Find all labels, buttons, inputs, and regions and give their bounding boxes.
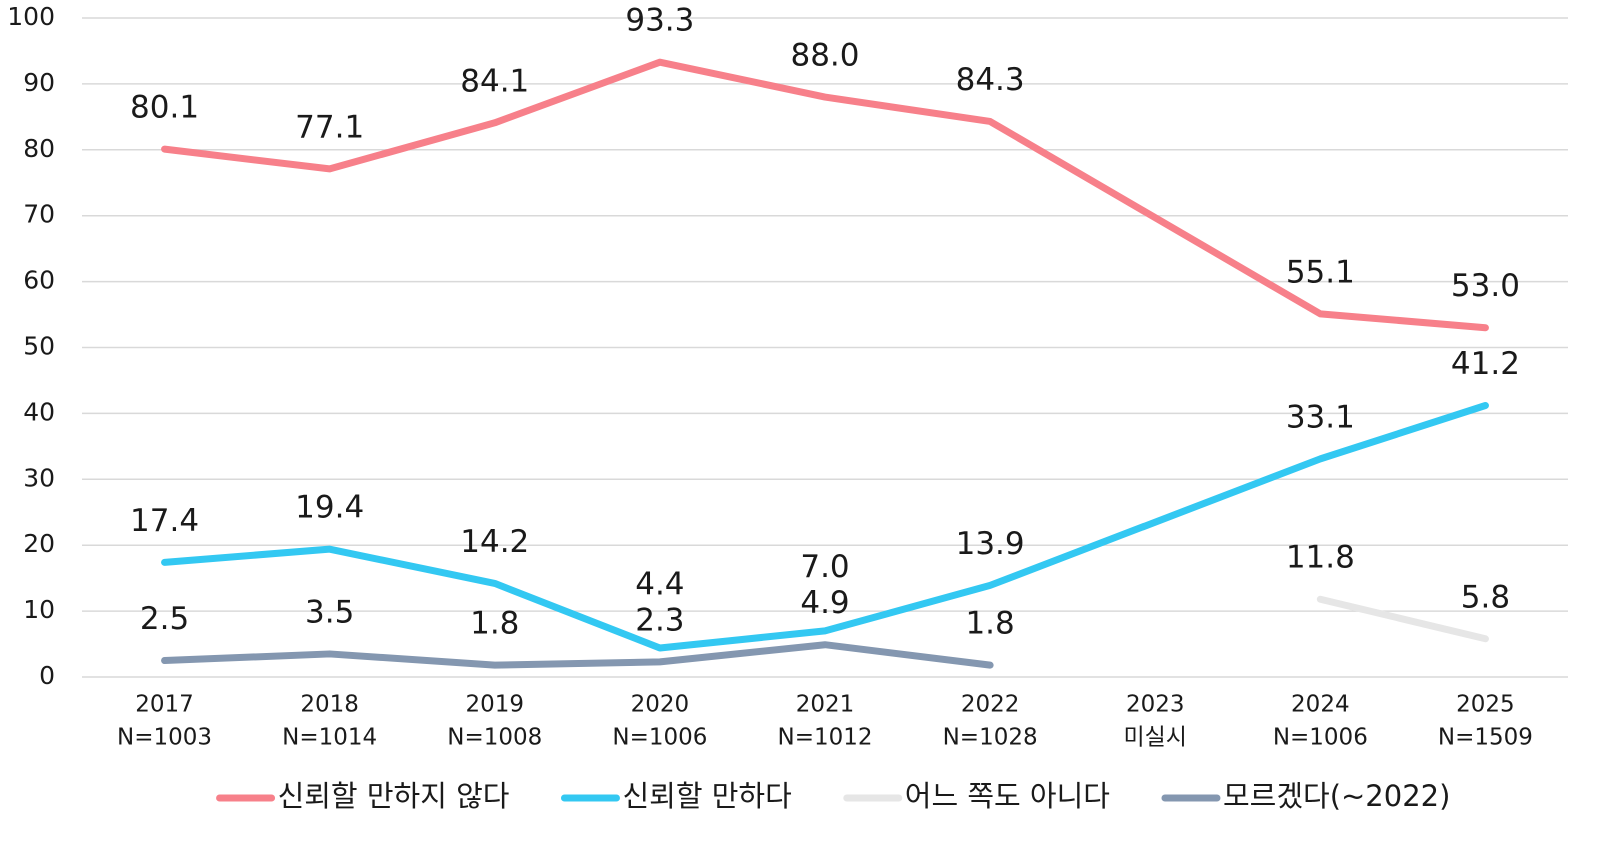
data-label: 2.3 xyxy=(635,602,684,638)
legend-label: 모르겠다(~2022) xyxy=(1223,779,1450,813)
data-label: 3.5 xyxy=(305,594,354,630)
x-tick-label: N=1008 xyxy=(447,725,542,751)
data-label: 4.9 xyxy=(800,585,849,621)
x-tick-label: 2024 xyxy=(1291,692,1350,718)
data-label: 11.8 xyxy=(1286,540,1355,576)
y-tick-label: 20 xyxy=(23,529,55,558)
x-tick-label: N=1509 xyxy=(1438,725,1533,751)
legend: 신뢰할 만하지 않다 신뢰할 만하다 어느 쪽도 아니다 모르겠다(~2022) xyxy=(216,779,1450,813)
data-label: 41.2 xyxy=(1451,346,1520,382)
x-tick-label: 2025 xyxy=(1456,692,1515,718)
data-label: 80.1 xyxy=(130,90,199,126)
data-label: 1.8 xyxy=(965,606,1014,642)
x-tick-label: N=1014 xyxy=(282,725,377,751)
x-tick-label: 2021 xyxy=(796,692,855,718)
data-label: 5.8 xyxy=(1461,579,1510,615)
x-tick-label: N=1006 xyxy=(1273,725,1368,751)
data-label: 2.5 xyxy=(140,601,189,637)
y-tick-label: 10 xyxy=(23,595,55,624)
x-tick-label: 2020 xyxy=(631,692,690,718)
x-tick-label: 미실시 xyxy=(1123,725,1186,751)
data-label: 84.3 xyxy=(956,62,1025,98)
y-tick-label: 30 xyxy=(23,463,55,492)
y-tick-label: 100 xyxy=(7,2,55,31)
series-line xyxy=(161,58,1489,332)
data-label: 19.4 xyxy=(295,490,364,526)
x-tick-label: 2018 xyxy=(300,692,359,718)
data-label: 4.4 xyxy=(635,566,684,602)
series-line xyxy=(1316,595,1489,643)
x-tick-label: 2019 xyxy=(466,692,525,718)
x-tick-label: N=1003 xyxy=(117,725,212,751)
data-label: 53.0 xyxy=(1451,268,1520,304)
legend-label: 신뢰할 만하지 않다 xyxy=(278,779,510,813)
data-label: 14.2 xyxy=(460,524,529,560)
y-tick-label: 60 xyxy=(23,266,55,295)
x-tick-label: 2022 xyxy=(961,692,1020,718)
y-tick-label: 80 xyxy=(23,134,55,163)
legend-label: 신뢰할 만하다 xyxy=(622,779,791,813)
series-line xyxy=(161,641,994,669)
data-label: 84.1 xyxy=(460,63,529,99)
y-tick-label: 50 xyxy=(23,332,55,361)
data-label: 55.1 xyxy=(1286,254,1355,290)
data-label: 7.0 xyxy=(800,549,849,585)
legend-label: 어느 쪽도 아니다 xyxy=(905,779,1110,813)
y-tick-label: 40 xyxy=(23,397,55,426)
x-tick-label: N=1028 xyxy=(943,725,1038,751)
series-line xyxy=(161,401,1489,652)
data-label: 17.4 xyxy=(130,503,199,539)
data-label: 1.8 xyxy=(470,606,519,642)
data-label: 88.0 xyxy=(790,38,859,74)
y-tick-label: 70 xyxy=(23,200,55,229)
x-tick-label: N=1006 xyxy=(612,725,707,751)
x-tick-label: 2023 xyxy=(1126,692,1185,718)
data-label: 13.9 xyxy=(956,526,1025,562)
x-tick-label: N=1012 xyxy=(777,725,872,751)
data-label: 33.1 xyxy=(1286,399,1355,435)
data-label: 77.1 xyxy=(295,109,364,145)
x-tick-label: 2017 xyxy=(135,692,194,718)
y-tick-label: 0 xyxy=(39,661,55,690)
data-label: 93.3 xyxy=(625,3,694,39)
y-tick-label: 90 xyxy=(23,68,55,97)
